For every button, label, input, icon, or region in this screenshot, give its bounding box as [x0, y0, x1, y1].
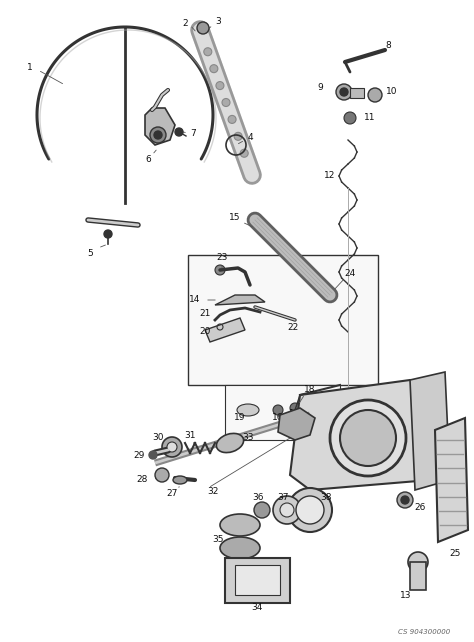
Text: 24: 24	[345, 268, 356, 277]
Bar	[225, 558, 290, 603]
Text: 28: 28	[137, 476, 148, 485]
Text: 8: 8	[385, 40, 391, 49]
Polygon shape	[410, 372, 450, 490]
Circle shape	[273, 496, 301, 524]
Circle shape	[344, 112, 356, 124]
Circle shape	[162, 437, 182, 457]
Text: 7: 7	[190, 128, 196, 137]
Circle shape	[288, 488, 332, 532]
Circle shape	[228, 116, 236, 123]
Text: 13: 13	[400, 591, 412, 600]
Circle shape	[175, 128, 183, 136]
Ellipse shape	[220, 537, 260, 559]
Text: 34: 34	[251, 603, 263, 612]
Text: 14: 14	[189, 295, 201, 304]
Circle shape	[254, 502, 270, 518]
Circle shape	[215, 265, 225, 275]
Circle shape	[104, 230, 112, 238]
Text: 20: 20	[199, 327, 210, 336]
Text: 37: 37	[277, 494, 289, 503]
Circle shape	[368, 88, 382, 102]
Text: 2: 2	[182, 19, 188, 28]
Circle shape	[155, 468, 169, 482]
Circle shape	[296, 496, 324, 524]
Circle shape	[280, 503, 294, 517]
Circle shape	[330, 400, 406, 476]
Circle shape	[324, 289, 336, 301]
Circle shape	[149, 451, 157, 459]
Text: 32: 32	[207, 487, 219, 496]
Text: 33: 33	[242, 433, 254, 442]
Bar	[225, 385, 340, 440]
Text: 16: 16	[272, 413, 284, 422]
Text: 26: 26	[414, 503, 426, 512]
Text: 21: 21	[199, 309, 210, 318]
Polygon shape	[435, 418, 468, 542]
Polygon shape	[290, 380, 430, 490]
Text: 18: 18	[304, 385, 316, 394]
Text: 27: 27	[166, 489, 178, 498]
Ellipse shape	[237, 404, 259, 416]
Text: 36: 36	[252, 494, 264, 503]
Text: 29: 29	[134, 451, 145, 460]
Circle shape	[197, 22, 209, 34]
Text: 22: 22	[287, 324, 299, 333]
Text: 38: 38	[320, 494, 332, 503]
Text: 10: 10	[386, 87, 398, 96]
Circle shape	[234, 132, 242, 141]
Text: 35: 35	[212, 535, 224, 544]
Text: 11: 11	[364, 114, 376, 123]
Polygon shape	[215, 295, 265, 305]
Circle shape	[204, 48, 212, 56]
Text: 5: 5	[87, 248, 93, 257]
Circle shape	[290, 403, 300, 413]
Circle shape	[397, 492, 413, 508]
Circle shape	[210, 65, 218, 73]
Text: 3: 3	[215, 17, 221, 26]
Circle shape	[216, 82, 224, 90]
Circle shape	[340, 410, 396, 466]
Text: 25: 25	[449, 548, 461, 557]
Ellipse shape	[220, 514, 260, 536]
Text: 9: 9	[317, 83, 323, 92]
Text: 30: 30	[152, 433, 164, 442]
Circle shape	[401, 496, 409, 504]
Ellipse shape	[173, 476, 187, 484]
Circle shape	[240, 149, 248, 157]
Text: 19: 19	[234, 413, 246, 422]
Circle shape	[222, 98, 230, 107]
Ellipse shape	[217, 433, 244, 453]
Bar	[410, 562, 426, 590]
Polygon shape	[278, 408, 315, 440]
Circle shape	[336, 84, 352, 100]
Circle shape	[154, 131, 162, 139]
Text: 6: 6	[145, 155, 151, 164]
Text: CS 904300000: CS 904300000	[398, 629, 450, 635]
Circle shape	[167, 442, 177, 452]
Bar	[350, 88, 364, 98]
Text: 23: 23	[216, 254, 228, 263]
Bar	[235, 565, 280, 595]
Circle shape	[408, 552, 428, 572]
Text: 17: 17	[289, 410, 301, 419]
Text: 12: 12	[324, 171, 336, 180]
Polygon shape	[205, 318, 245, 342]
Circle shape	[273, 405, 283, 415]
Text: 31: 31	[184, 431, 196, 440]
Text: 1: 1	[27, 64, 33, 73]
Circle shape	[340, 88, 348, 96]
Text: 15: 15	[229, 214, 241, 223]
Circle shape	[150, 127, 166, 143]
Text: 4: 4	[247, 134, 253, 143]
Bar	[188, 255, 378, 385]
Polygon shape	[145, 108, 175, 145]
